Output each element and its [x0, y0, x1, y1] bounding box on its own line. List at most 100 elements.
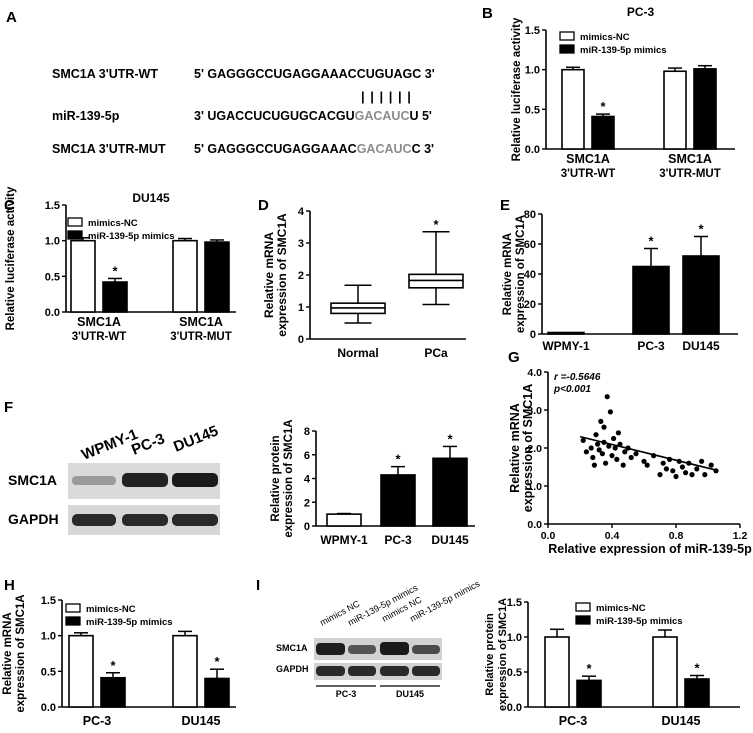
- wb-f-row-label: GAPDH: [8, 511, 59, 527]
- category-label: DU145: [682, 339, 720, 353]
- scatter-point: [673, 473, 679, 480]
- panel-letter-e: E: [500, 197, 510, 214]
- bar: [204, 241, 230, 313]
- bar: [632, 265, 670, 335]
- bar: [326, 513, 362, 527]
- western-blot-i: mimics NC miR-139-5p mimics mimics NC mi…: [276, 578, 482, 699]
- legend-label: mimics-NC: [86, 604, 136, 615]
- legend-label: miR-139-5p mimics: [86, 617, 173, 628]
- chart-G: 0.0 1.0 2.0 3.0 4.0 Relative mRNAexpression o…: [508, 367, 752, 556]
- bar: [576, 679, 602, 708]
- y-tick-label: 1.0: [507, 632, 522, 644]
- scatter-point: [607, 409, 614, 415]
- bar: [652, 636, 678, 708]
- y-tick-label: 0: [298, 334, 304, 346]
- bar: [547, 331, 585, 335]
- scatter-point: [663, 466, 670, 472]
- wb-band: [412, 645, 440, 654]
- y-tick-label: 1.0: [525, 65, 540, 77]
- scatter-point: [694, 466, 700, 472]
- wb-f-lane-label: DU145: [171, 422, 221, 455]
- wb-band: [122, 473, 168, 487]
- y-tick-label: 0: [304, 521, 310, 533]
- y-tick-label: 1.5: [41, 595, 56, 607]
- significance-star: *: [648, 234, 654, 249]
- legend-label: mimics-NC: [596, 603, 646, 614]
- scatter-point: [615, 430, 622, 436]
- bar: [432, 457, 468, 527]
- y-tick-label: 0.0: [527, 519, 542, 531]
- scatter-point: [580, 437, 586, 443]
- legend-label: mimics-NC: [88, 218, 138, 229]
- legend-swatch: [67, 217, 83, 227]
- y-tick-label: 8: [304, 426, 310, 438]
- scatter-point: [683, 470, 689, 476]
- y-tick-label: 0.5: [41, 666, 56, 678]
- y-axis-label: Relative mRNAexpression of SMC1A: [262, 213, 289, 337]
- scatter-point: [595, 441, 601, 447]
- scatter-point: [612, 445, 618, 451]
- significance-star: *: [112, 263, 118, 278]
- panel-letter-i: I: [256, 577, 260, 594]
- y-tick-label: 0.5: [525, 104, 540, 116]
- category-label: PCa: [424, 346, 448, 360]
- y-axis-label: Relative luciferase activity: [5, 186, 17, 330]
- panel-letter-h: H: [4, 577, 15, 594]
- x-axis-label: Relative expression of miR-139-5p: [548, 542, 752, 556]
- y-tick-label: 20: [524, 299, 536, 311]
- seq-mut: 5' GAGGGCCUGAGGAAACGACAUCC 3': [194, 142, 434, 156]
- wb-band: [348, 645, 376, 654]
- bar: [204, 677, 230, 708]
- chart-title: PC-3: [627, 5, 655, 19]
- wb-band: [122, 514, 168, 526]
- y-tick-label: 3: [298, 238, 304, 250]
- stat-annotation: r =-0.5646: [554, 372, 601, 383]
- bar: [70, 239, 96, 313]
- seq-label-mut: SMC1A 3'UTR-MUT: [52, 142, 166, 156]
- wb-i-row-label: GAPDH: [276, 664, 309, 674]
- panel-letter-a: A: [6, 9, 17, 26]
- seq-mir: 3' UGACCUCUGUGCACGUGACAUCU 5': [194, 109, 432, 123]
- category-label: DU145: [182, 714, 221, 728]
- panel-letter-c: C: [4, 197, 15, 214]
- x-tick-label: 1.2: [733, 530, 748, 542]
- scatter-point: [598, 418, 604, 424]
- significance-star: *: [586, 661, 592, 676]
- category-label: 3'UTR-MUT: [170, 331, 232, 343]
- pairing-lines: | | | | | |: [361, 89, 412, 104]
- wb-band: [380, 642, 409, 655]
- wb-band: [348, 666, 376, 676]
- significance-star: *: [433, 217, 439, 232]
- y-tick-label: 4.0: [527, 367, 542, 379]
- bar: [172, 634, 198, 708]
- scatter-point: [689, 472, 695, 478]
- y-tick-label: 0.0: [45, 307, 60, 319]
- bar: [380, 474, 416, 527]
- scatter-point: [591, 462, 598, 468]
- wb-i-group-label: PC-3: [336, 689, 357, 699]
- bar: [544, 636, 570, 708]
- y-axis-label: Relative proteinexpression of SMC1A: [270, 419, 295, 537]
- chart-D: 0 1 2 3 4 Relative mRNAexpression of SMC1A Nor…: [262, 206, 466, 360]
- significance-star: *: [447, 431, 453, 446]
- bar: [591, 115, 615, 150]
- legend-label: mimics-NC: [580, 32, 630, 43]
- bar: [684, 678, 710, 708]
- scatter-point: [601, 424, 607, 430]
- x-tick-label: 0.8: [669, 530, 684, 542]
- legend-swatch: [575, 602, 591, 612]
- seq-label-wt: SMC1A 3'UTR-WT: [52, 67, 158, 81]
- mut-gray: GACAUC: [357, 142, 412, 156]
- scatter-point: [620, 462, 626, 468]
- category-label: WPMY-1: [320, 533, 368, 547]
- legend-swatch: [559, 31, 575, 41]
- scatter-point: [657, 472, 663, 478]
- scatter-point: [614, 456, 620, 462]
- y-tick-label: 1.0: [45, 236, 60, 248]
- scatter-point: [596, 447, 602, 453]
- bar: [682, 255, 720, 335]
- bar: [172, 239, 198, 313]
- y-tick-label: 80: [524, 209, 536, 221]
